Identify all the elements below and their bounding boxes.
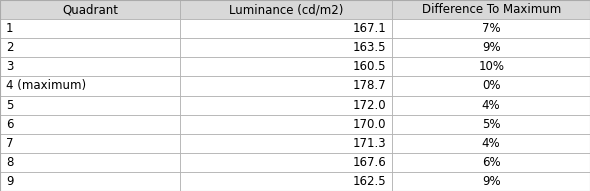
Bar [392, 19, 590, 38]
Text: 3: 3 [6, 60, 13, 73]
Bar [180, 115, 392, 134]
Text: 6: 6 [6, 118, 14, 131]
Bar [392, 76, 590, 96]
Bar [0, 57, 180, 76]
Bar [180, 134, 392, 153]
Text: 5%: 5% [482, 118, 500, 131]
Bar [392, 57, 590, 76]
Bar [0, 134, 180, 153]
Bar [180, 76, 392, 96]
Text: 1: 1 [6, 22, 14, 35]
Text: 172.0: 172.0 [353, 99, 386, 112]
Text: 2: 2 [6, 41, 14, 54]
Text: 6%: 6% [482, 156, 500, 169]
Bar [392, 96, 590, 115]
Text: 160.5: 160.5 [353, 60, 386, 73]
Text: 4%: 4% [482, 99, 500, 112]
Text: 5: 5 [6, 99, 13, 112]
Text: Luminance (cd/m2): Luminance (cd/m2) [229, 3, 343, 16]
Text: 10%: 10% [478, 60, 504, 73]
Bar [0, 19, 180, 38]
Bar [180, 172, 392, 191]
Text: 0%: 0% [482, 79, 500, 92]
Text: 167.1: 167.1 [353, 22, 386, 35]
Bar [0, 153, 180, 172]
Bar [0, 76, 180, 96]
Text: 8: 8 [6, 156, 13, 169]
Bar [180, 153, 392, 172]
Bar [0, 115, 180, 134]
Bar [392, 153, 590, 172]
Bar [0, 172, 180, 191]
Text: 9%: 9% [482, 41, 500, 54]
Bar [180, 0, 392, 19]
Text: 171.3: 171.3 [353, 137, 386, 150]
Text: 9: 9 [6, 175, 14, 188]
Text: 170.0: 170.0 [353, 118, 386, 131]
Text: Difference To Maximum: Difference To Maximum [421, 3, 561, 16]
Bar [392, 172, 590, 191]
Text: 163.5: 163.5 [353, 41, 386, 54]
Bar [180, 19, 392, 38]
Text: 178.7: 178.7 [353, 79, 386, 92]
Text: Quadrant: Quadrant [62, 3, 118, 16]
Bar [392, 115, 590, 134]
Bar [392, 38, 590, 57]
Text: 7: 7 [6, 137, 14, 150]
Bar [392, 0, 590, 19]
Bar [0, 0, 180, 19]
Text: 9%: 9% [482, 175, 500, 188]
Bar [392, 134, 590, 153]
Text: 4 (maximum): 4 (maximum) [6, 79, 86, 92]
Text: 167.6: 167.6 [353, 156, 386, 169]
Bar [180, 96, 392, 115]
Text: 4%: 4% [482, 137, 500, 150]
Bar [180, 38, 392, 57]
Text: 7%: 7% [482, 22, 500, 35]
Text: 162.5: 162.5 [353, 175, 386, 188]
Bar [0, 38, 180, 57]
Bar [180, 57, 392, 76]
Bar [0, 96, 180, 115]
